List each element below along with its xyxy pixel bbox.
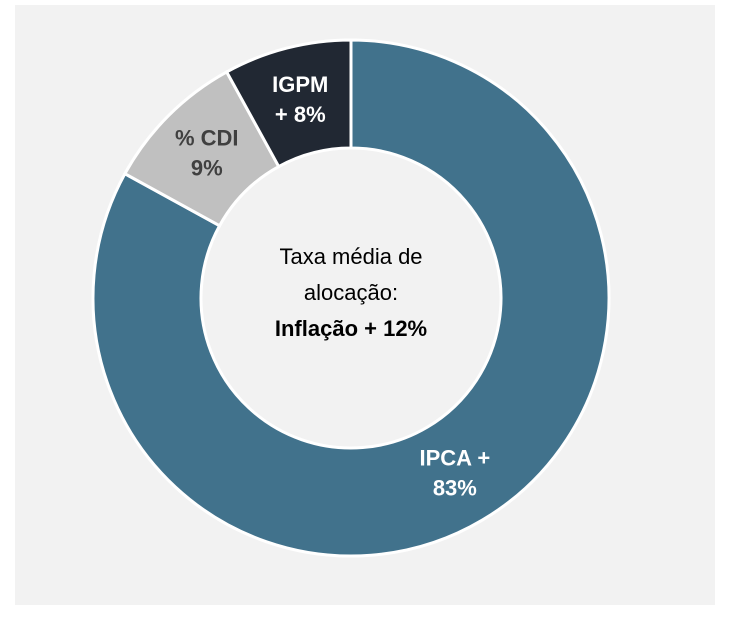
slice-category: IPCA + (419, 445, 490, 470)
center-text: Taxa média de (279, 244, 422, 269)
donut-slice (224, 38, 353, 169)
slice-value-label: + 8% (275, 102, 326, 127)
slice-value-label: 83% (433, 475, 477, 500)
center-bold: Inflação + 12% (275, 316, 427, 341)
donut-slice (91, 38, 611, 558)
slice-category: % CDI (175, 126, 239, 151)
center-text: alocação: (304, 280, 398, 305)
slice-value-label: 9% (191, 156, 223, 181)
slice-category: IGPM (272, 72, 328, 97)
